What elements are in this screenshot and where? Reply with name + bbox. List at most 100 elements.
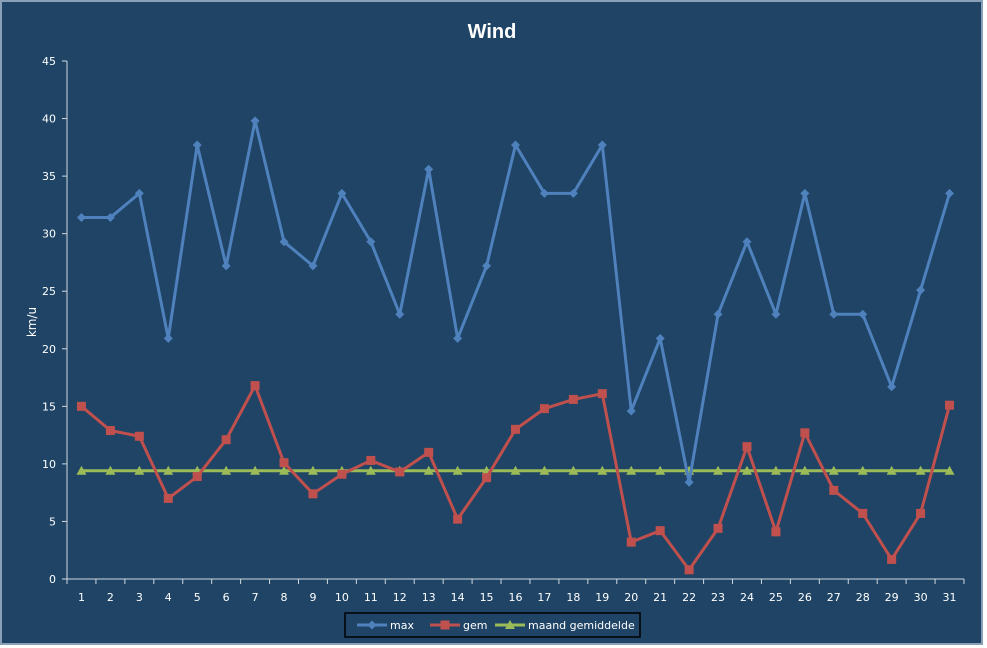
x-tick-label: 4 [165,591,172,604]
legend-marker [505,620,515,629]
data-point-gem [192,472,202,482]
data-point-max [337,188,347,198]
data-point-gem [800,428,810,438]
data-point-maand-gemiddelde [568,465,579,475]
data-point-maand-gemiddelde [944,465,955,475]
data-point-maand-gemiddelde [799,465,810,475]
y-tick-label: 30 [42,228,56,241]
data-point-max [858,309,868,319]
y-tick-label: 0 [49,573,56,586]
legend-marker [440,620,450,630]
data-point-maand-gemiddelde [597,465,608,475]
data-point-gem [829,485,839,495]
data-point-gem [279,458,289,468]
x-tick-label: 9 [309,591,316,604]
legend-entry-maand-gemiddelde: maand gemiddelde [495,619,635,632]
x-tick-label: 8 [281,591,288,604]
x-tick-label: 31 [943,591,957,604]
y-tick-label: 10 [42,458,56,471]
y-tick-label: 25 [42,285,56,298]
data-point-maand-gemiddelde [857,465,868,475]
data-point-max [829,309,839,319]
data-point-max [916,285,926,295]
x-tick-label: 19 [595,591,609,604]
data-point-max [626,406,636,416]
data-point-max [597,140,607,150]
data-point-gem [395,467,405,477]
legend-entry-gem: gem [430,619,487,632]
x-tick-label: 1 [78,591,85,604]
data-point-maand-gemiddelde [539,465,550,475]
data-point-gem [482,473,492,483]
y-tick-label: 20 [42,343,56,356]
data-point-gem [105,426,115,436]
legend-label: max [390,619,414,632]
data-point-maand-gemiddelde [76,465,87,475]
data-point-maand-gemiddelde [713,465,724,475]
data-point-max [945,188,955,198]
data-point-gem [858,508,868,518]
chart-title: Wind [468,21,517,43]
y-axis-label: km/u [25,307,39,337]
legend-label: maand gemiddelde [528,619,635,632]
x-tick-label: 25 [769,591,783,604]
data-point-maand-gemiddelde [510,465,521,475]
data-point-maand-gemiddelde [163,465,174,475]
data-point-max [453,333,463,343]
data-point-maand-gemiddelde [915,465,926,475]
data-point-max [134,188,144,198]
data-point-gem [511,424,520,434]
x-tick-label: 16 [509,591,523,604]
data-point-max [308,261,318,271]
x-tick-label: 24 [740,591,754,604]
data-point-gem [539,404,549,414]
x-tick-label: 17 [537,591,551,604]
data-point-max [887,382,897,392]
data-point-maand-gemiddelde [134,465,145,475]
data-point-max [221,261,231,271]
data-point-maand-gemiddelde [452,465,463,475]
data-point-gem [916,508,926,518]
x-tick-label: 3 [136,591,143,604]
data-point-max [366,237,376,247]
data-point-gem [684,565,694,575]
data-point-maand-gemiddelde [423,465,434,475]
data-point-gem [568,394,578,404]
y-tick-label: 5 [49,515,56,528]
data-point-gem [453,514,463,524]
legend-box [344,612,641,638]
series-max [76,116,955,487]
data-point-maand-gemiddelde [250,465,261,475]
x-tick-label: 23 [711,591,725,604]
data-point-gem [163,493,173,503]
x-tick-label: 14 [451,591,465,604]
data-point-max [771,309,781,319]
y-tick-label: 40 [42,113,56,126]
data-point-max [568,188,578,198]
x-tick-label: 26 [798,591,812,604]
data-point-max [800,188,810,198]
data-point-gem [337,469,347,479]
data-point-max [424,164,434,174]
data-point-max [511,140,520,150]
data-point-gem [250,381,260,391]
data-point-gem [887,554,897,564]
data-point-maand-gemiddelde [221,465,232,475]
data-point-maand-gemiddelde [307,465,318,475]
data-point-max [655,333,665,343]
x-tick-label: 11 [364,591,378,604]
data-point-max [395,309,405,319]
x-tick-label: 15 [480,591,494,604]
data-point-max [684,477,694,487]
data-point-max [250,116,260,126]
legend-entry-max: max [357,619,414,632]
data-point-maand-gemiddelde [279,465,290,475]
data-point-gem [424,447,434,457]
data-point-maand-gemiddelde [655,465,666,475]
data-point-max [713,309,723,319]
data-point-max [192,140,202,150]
series-line-gem [80,384,951,572]
data-point-maand-gemiddelde [365,465,376,475]
x-tick-label: 27 [827,591,841,604]
